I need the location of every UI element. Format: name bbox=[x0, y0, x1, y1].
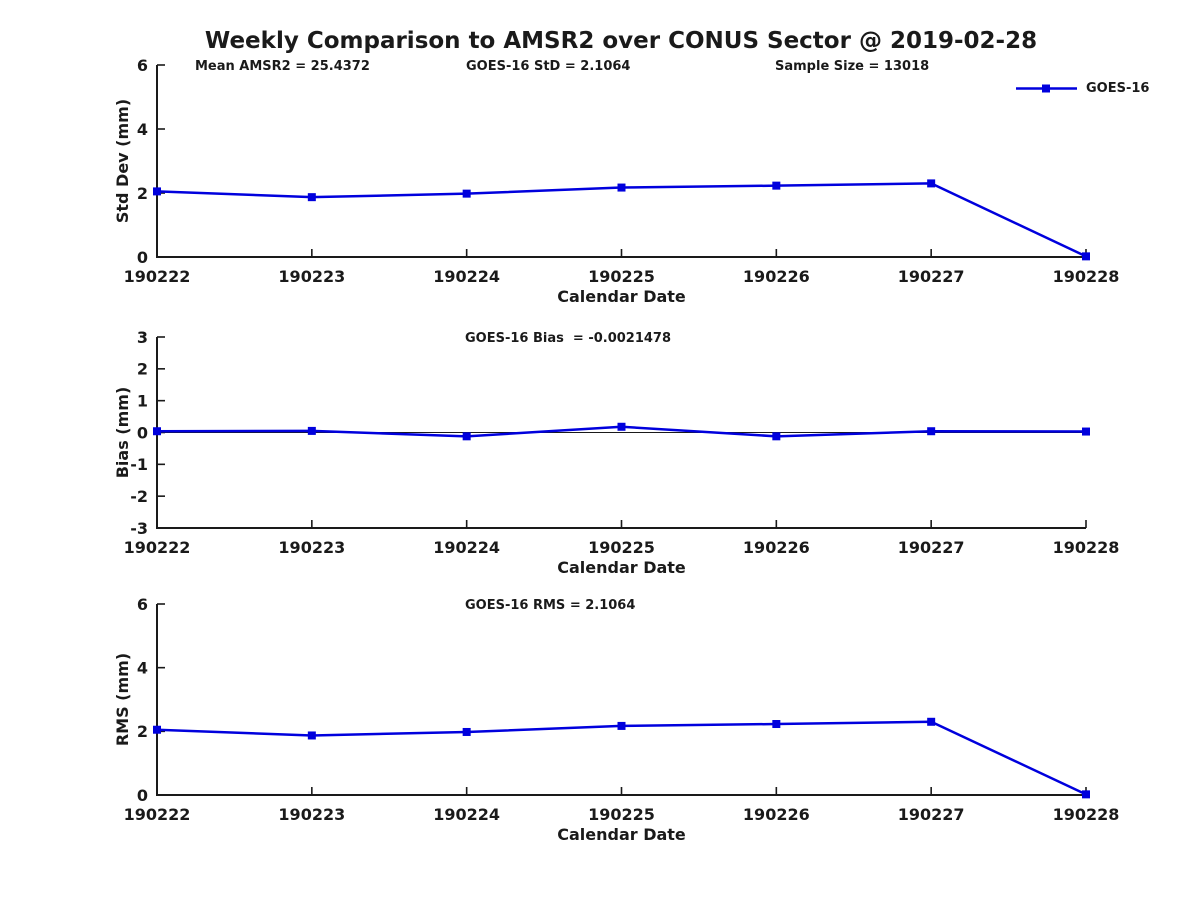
series-line bbox=[156, 720, 1087, 796]
legend-label: GOES-16 bbox=[1086, 81, 1150, 96]
x-tick-label: 190224 bbox=[433, 805, 500, 824]
x-tick-label: 190228 bbox=[1053, 267, 1120, 286]
data-point-marker bbox=[772, 432, 781, 441]
y-tick-label: 4 bbox=[137, 658, 148, 677]
data-point-marker bbox=[617, 422, 626, 431]
data-point-marker bbox=[462, 432, 471, 441]
x-tick-label: 190225 bbox=[588, 805, 655, 824]
data-point-marker bbox=[927, 717, 936, 726]
subplot-bias: -3 -2 -1 0 1 2 3 190222 190223 190224 190225 190226… bbox=[113, 328, 1120, 577]
x-tick-label: 190226 bbox=[743, 805, 810, 824]
y-tick-label: 2 bbox=[137, 360, 148, 379]
data-point-marker bbox=[617, 721, 626, 730]
x-tick-label: 190223 bbox=[278, 267, 345, 286]
data-point-marker bbox=[927, 179, 936, 188]
annotation-text: Sample Size = 13018 bbox=[775, 59, 929, 74]
data-point-marker bbox=[462, 727, 471, 736]
y-tick-label: -1 bbox=[130, 455, 148, 474]
subplot-std-dev: 0 2 4 6 190222 190223 190224 190225 190226 190227… bbox=[113, 56, 1120, 306]
y-tick-label: 0 bbox=[137, 248, 148, 267]
y-axis-label: Std Dev (mm) bbox=[113, 99, 132, 223]
x-tick-label: 190224 bbox=[433, 538, 500, 557]
y-tick-label: 0 bbox=[137, 786, 148, 805]
data-point-marker bbox=[772, 181, 781, 190]
y-tick-label: 3 bbox=[137, 328, 148, 347]
data-point-marker bbox=[153, 427, 161, 436]
x-axis-label: Calendar Date bbox=[557, 825, 686, 844]
x-tick-label: 190225 bbox=[588, 267, 655, 286]
y-tick-label: 6 bbox=[137, 595, 148, 614]
x-tick-label: 190227 bbox=[898, 267, 965, 286]
x-axis-label: Calendar Date bbox=[557, 558, 686, 577]
y-axis-label: RMS (mm) bbox=[113, 653, 132, 746]
x-tick-label: 190222 bbox=[124, 805, 191, 824]
series-line bbox=[156, 182, 1087, 258]
data-point-marker bbox=[927, 427, 936, 436]
legend-marker bbox=[1042, 84, 1050, 93]
data-point-marker bbox=[617, 183, 626, 192]
x-tick-label: 190226 bbox=[743, 267, 810, 286]
annotation-text: GOES-16 Bias = -0.0021478 bbox=[465, 331, 671, 346]
y-tick-label: 1 bbox=[137, 391, 148, 410]
x-tick-label: 190222 bbox=[124, 538, 191, 557]
x-tick-label: 190226 bbox=[743, 538, 810, 557]
x-tick-label: 190222 bbox=[124, 267, 191, 286]
x-tick-label: 190227 bbox=[898, 805, 965, 824]
data-point-marker bbox=[1082, 252, 1090, 261]
x-tick-label: 190223 bbox=[278, 805, 345, 824]
y-tick-label: 2 bbox=[137, 184, 148, 203]
data-point-marker bbox=[307, 731, 316, 740]
legend-line-sample bbox=[1016, 84, 1077, 93]
data-point-marker bbox=[1082, 790, 1090, 799]
x-tick-label: 190228 bbox=[1053, 805, 1120, 824]
x-tick-label: 190223 bbox=[278, 538, 345, 557]
x-tick-label: 190225 bbox=[588, 538, 655, 557]
x-axis-label: Calendar Date bbox=[557, 287, 686, 306]
legend: GOES-16 bbox=[1015, 81, 1149, 96]
x-tick-label: 190228 bbox=[1053, 538, 1120, 557]
y-tick-label: 4 bbox=[137, 120, 148, 139]
annotation-text: GOES-16 StD = 2.1064 bbox=[466, 59, 630, 74]
data-point-marker bbox=[153, 725, 161, 734]
data-point-marker bbox=[307, 426, 316, 435]
data-point-marker bbox=[1082, 427, 1090, 436]
data-point-marker bbox=[307, 193, 316, 202]
y-tick-label: -3 bbox=[130, 519, 148, 538]
y-axis-label: Bias (mm) bbox=[113, 387, 132, 479]
y-tick-label: 2 bbox=[137, 722, 148, 741]
subplot-rms: 0 2 4 6 190222 190223 190224 190225 190226 190227… bbox=[113, 595, 1120, 844]
x-tick-label: 190227 bbox=[898, 538, 965, 557]
annotation-text: Mean AMSR2 = 25.4372 bbox=[195, 59, 370, 74]
data-point-marker bbox=[462, 189, 471, 198]
y-tick-label: -2 bbox=[130, 487, 148, 506]
figure-title: Weekly Comparison to AMSR2 over CONUS Se… bbox=[204, 28, 1038, 54]
y-tick-label: 6 bbox=[137, 56, 148, 75]
annotation-text: GOES-16 RMS = 2.1064 bbox=[465, 598, 635, 613]
data-point-marker bbox=[153, 187, 161, 196]
y-tick-label: 0 bbox=[137, 423, 148, 442]
data-point-marker bbox=[772, 720, 781, 729]
x-tick-label: 190224 bbox=[433, 267, 500, 286]
